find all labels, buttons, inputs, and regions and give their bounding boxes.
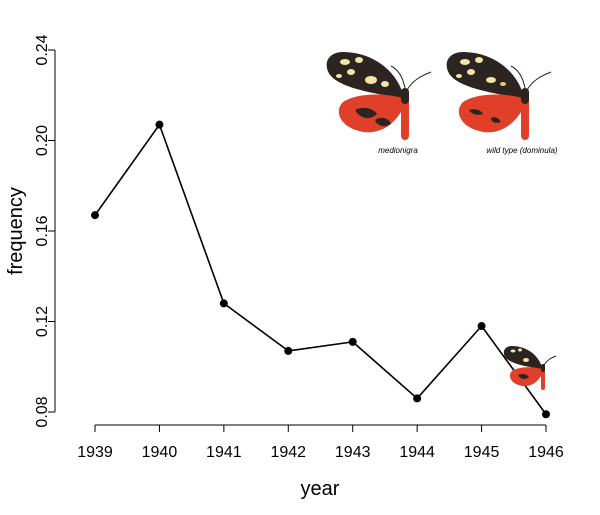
x-tick-label: 1939 <box>77 444 113 461</box>
x-tick-label: 1944 <box>399 444 435 461</box>
y-axis-title: frequency <box>5 187 27 275</box>
line-segment <box>288 341 353 352</box>
line-segment <box>158 124 225 304</box>
data-marks <box>91 120 550 419</box>
small-moth-icon <box>503 346 557 390</box>
y-tick-label: 0.24 <box>34 34 51 65</box>
data-point <box>219 299 228 308</box>
x-tick-label: 1946 <box>528 444 564 461</box>
data-point <box>542 410 550 419</box>
y-tick-label: 0.12 <box>34 306 51 337</box>
moth-wild-type-icon <box>446 52 552 140</box>
line-segment <box>94 124 161 216</box>
annotation-medionigra: medionigra <box>378 146 418 155</box>
moth-medionigra-icon <box>326 52 432 140</box>
y-tick-label: 0.20 <box>34 125 51 156</box>
axes: 0.08 0.12 0.16 0.20 0.24 1939 1940 1941 1942 1943… <box>34 34 564 461</box>
x-axis-title: year <box>301 478 340 500</box>
data-point <box>413 394 422 403</box>
data-point <box>91 211 99 220</box>
x-tick-label: 1943 <box>335 444 371 461</box>
y-tick-label: 0.08 <box>34 396 51 427</box>
data-point <box>477 322 486 331</box>
x-tick-label: 1941 <box>206 444 242 461</box>
data-point <box>348 337 357 346</box>
line-segment <box>352 341 418 400</box>
line-segment <box>223 302 289 352</box>
x-tick-label: 1942 <box>270 444 306 461</box>
data-point <box>284 346 293 355</box>
data-point <box>155 120 164 129</box>
x-tick-label: 1940 <box>142 444 178 461</box>
x-tick-label: 1945 <box>464 444 500 461</box>
line-segment <box>416 325 483 399</box>
annotation-wild-type: wild type (dominula) <box>486 146 557 155</box>
y-tick-label: 0.16 <box>34 215 51 246</box>
